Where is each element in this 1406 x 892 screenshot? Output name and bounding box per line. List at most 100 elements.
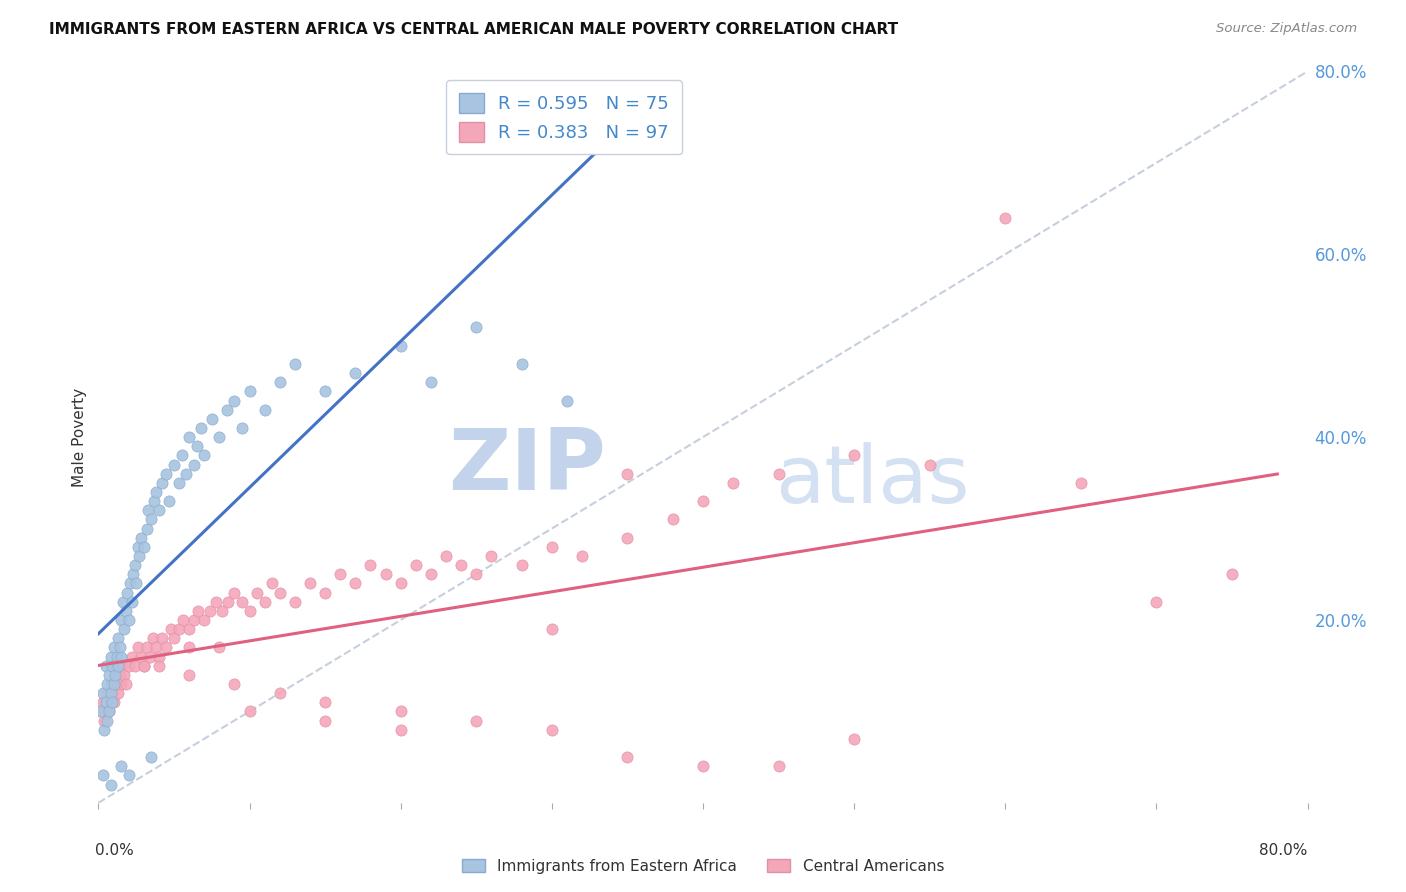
Point bbox=[389, 705, 412, 719]
Point bbox=[918, 458, 941, 472]
Point bbox=[96, 677, 118, 691]
Point bbox=[187, 604, 209, 618]
Point bbox=[208, 640, 231, 655]
Point bbox=[90, 705, 112, 719]
Point bbox=[540, 540, 562, 554]
Point bbox=[129, 649, 152, 664]
Point bbox=[314, 714, 336, 728]
Point bbox=[314, 384, 336, 399]
Point bbox=[200, 604, 222, 618]
Point bbox=[160, 622, 183, 636]
Point bbox=[122, 567, 145, 582]
Point bbox=[284, 357, 307, 371]
Point bbox=[103, 640, 125, 655]
Point bbox=[465, 714, 488, 728]
Point bbox=[127, 640, 149, 655]
Point bbox=[150, 632, 173, 646]
Point bbox=[110, 613, 132, 627]
Point bbox=[110, 649, 132, 664]
Point bbox=[174, 467, 197, 481]
Point bbox=[141, 512, 163, 526]
Text: ZIP: ZIP bbox=[449, 425, 606, 508]
Point bbox=[107, 686, 129, 700]
Point bbox=[253, 594, 276, 608]
Point bbox=[616, 750, 638, 764]
Point bbox=[269, 686, 291, 700]
Point bbox=[314, 585, 336, 599]
Point bbox=[1220, 567, 1243, 582]
Point bbox=[101, 695, 124, 709]
Point bbox=[110, 677, 132, 691]
Point bbox=[344, 576, 367, 591]
Point bbox=[125, 576, 148, 591]
Point bbox=[179, 667, 201, 681]
Point bbox=[91, 768, 114, 782]
Point bbox=[481, 549, 503, 563]
Point bbox=[118, 768, 141, 782]
Point bbox=[91, 695, 114, 709]
Point bbox=[420, 375, 443, 389]
Point bbox=[224, 393, 246, 408]
Point bbox=[844, 731, 866, 746]
Point bbox=[98, 667, 121, 681]
Point bbox=[465, 567, 488, 582]
Point bbox=[201, 412, 224, 426]
Point bbox=[148, 503, 170, 517]
Point bbox=[239, 604, 262, 618]
Point bbox=[239, 384, 262, 399]
Point bbox=[768, 759, 790, 773]
Point bbox=[132, 540, 155, 554]
Point bbox=[115, 585, 138, 599]
Point bbox=[132, 658, 155, 673]
Point bbox=[93, 723, 115, 737]
Point bbox=[136, 503, 159, 517]
Point bbox=[540, 622, 562, 636]
Point bbox=[98, 705, 121, 719]
Point bbox=[111, 594, 134, 608]
Point bbox=[104, 667, 127, 681]
Point bbox=[183, 613, 205, 627]
Point bbox=[103, 695, 125, 709]
Point bbox=[100, 686, 122, 700]
Point bbox=[239, 705, 262, 719]
Point bbox=[661, 512, 683, 526]
Point bbox=[284, 594, 307, 608]
Point bbox=[94, 695, 117, 709]
Point bbox=[344, 366, 367, 380]
Legend: R = 0.595   N = 75, R = 0.383   N = 97: R = 0.595 N = 75, R = 0.383 N = 97 bbox=[446, 80, 682, 154]
Point bbox=[1144, 594, 1167, 608]
Point bbox=[120, 576, 142, 591]
Point bbox=[389, 576, 412, 591]
Point bbox=[571, 549, 593, 563]
Point bbox=[844, 448, 866, 462]
Point bbox=[124, 558, 146, 573]
Point bbox=[540, 723, 562, 737]
Point bbox=[163, 632, 186, 646]
Point bbox=[163, 458, 186, 472]
Point bbox=[104, 667, 127, 681]
Point bbox=[217, 594, 239, 608]
Point bbox=[269, 585, 291, 599]
Point bbox=[269, 375, 291, 389]
Point bbox=[150, 475, 173, 490]
Point bbox=[329, 567, 352, 582]
Point bbox=[98, 705, 121, 719]
Y-axis label: Male Poverty: Male Poverty bbox=[72, 387, 87, 487]
Point bbox=[262, 576, 284, 591]
Point bbox=[124, 658, 146, 673]
Point bbox=[246, 585, 269, 599]
Point bbox=[167, 622, 190, 636]
Point bbox=[96, 714, 118, 728]
Point bbox=[100, 649, 122, 664]
Text: IMMIGRANTS FROM EASTERN AFRICA VS CENTRAL AMERICAN MALE POVERTY CORRELATION CHAR: IMMIGRANTS FROM EASTERN AFRICA VS CENTRA… bbox=[49, 22, 898, 37]
Point bbox=[143, 494, 166, 508]
Point bbox=[142, 632, 165, 646]
Point bbox=[616, 467, 638, 481]
Point bbox=[692, 494, 714, 508]
Point bbox=[100, 778, 122, 792]
Point bbox=[91, 686, 114, 700]
Point bbox=[450, 558, 472, 573]
Point bbox=[434, 549, 457, 563]
Point bbox=[179, 640, 201, 655]
Point bbox=[768, 467, 790, 481]
